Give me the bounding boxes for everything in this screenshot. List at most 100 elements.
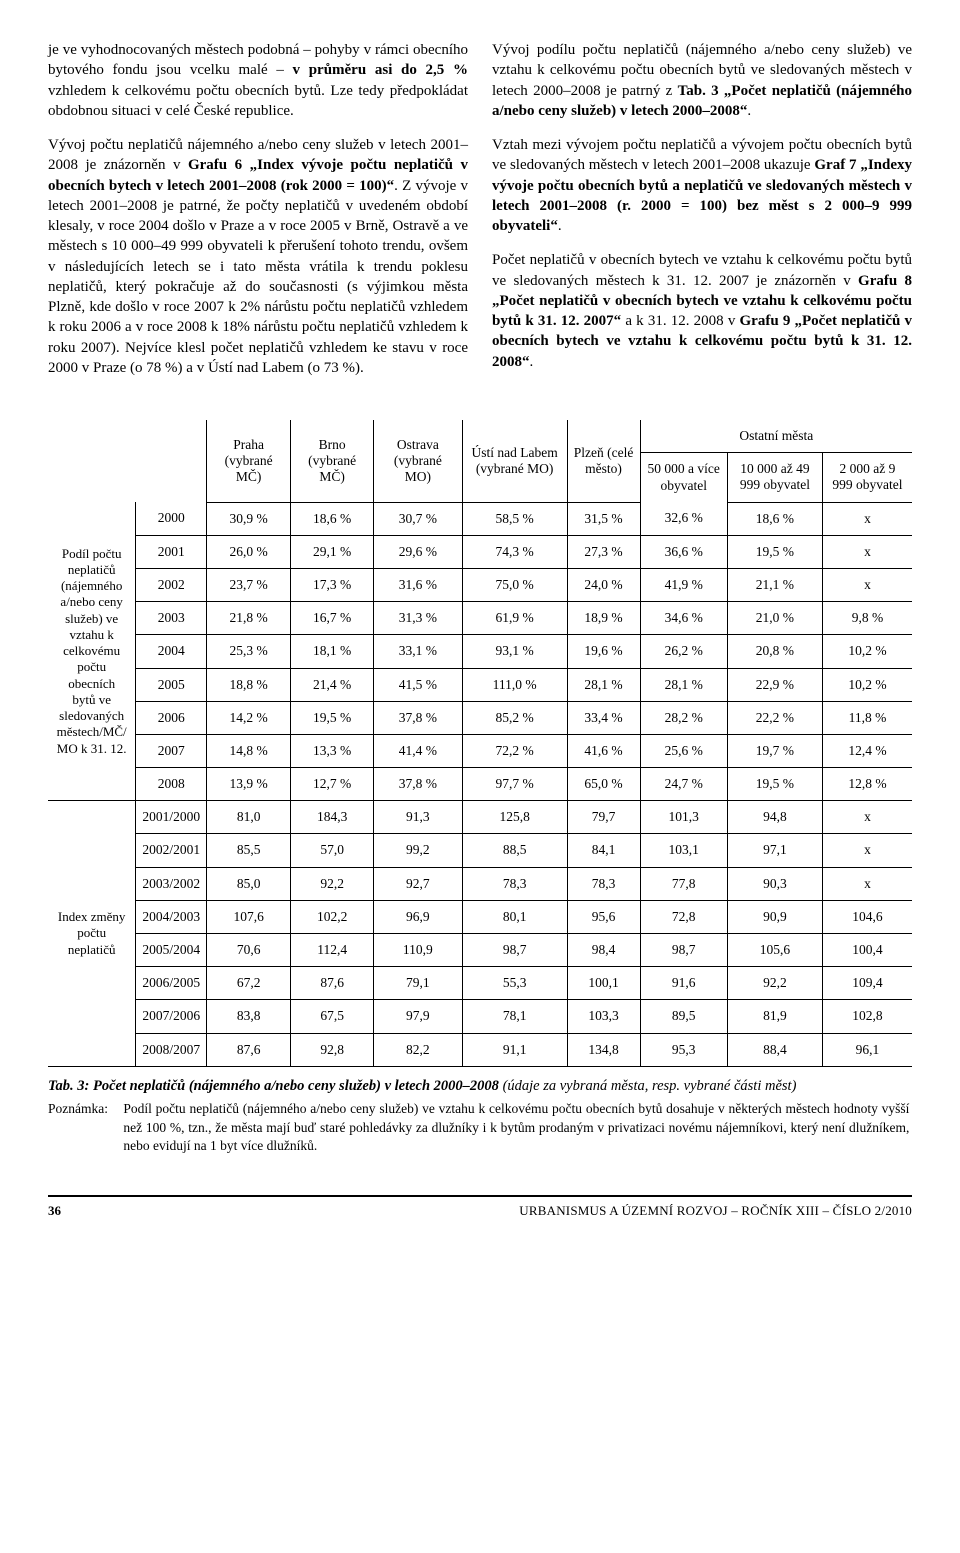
table-cell: 100,1 (567, 967, 640, 1000)
th-g1: 50 000 a více obyvatel (640, 453, 727, 502)
table-cell: 11,8 % (822, 701, 912, 734)
table-row: 200126,0 %29,1 %29,6 %74,3 %27,3 %36,6 %… (48, 535, 912, 568)
caption-title: Tab. 3: Počet neplatičů (nájemného a/neb… (48, 1078, 503, 1094)
table-cell: 98,7 (640, 934, 727, 967)
table-cell: 110,9 (374, 934, 463, 967)
table-year: 2004/2003 (136, 900, 207, 933)
table-cell: 30,9 % (207, 502, 291, 535)
table-year: 2005/2004 (136, 934, 207, 967)
table-cell: 81,9 (727, 1000, 822, 1033)
page-footer: 36 URBANISMUS A ÚZEMNÍ ROZVOJ – ROČNÍK X… (48, 1195, 912, 1219)
table-cell: 78,3 (462, 867, 567, 900)
table-year: 2001/2000 (136, 801, 207, 834)
table-cell: 79,1 (374, 967, 463, 1000)
table-cell: 21,1 % (727, 568, 822, 601)
table-cell: 72,2 % (462, 734, 567, 767)
table-cell: x (822, 568, 912, 601)
table-cell: 12,8 % (822, 768, 912, 801)
table-cell: 19,5 % (727, 768, 822, 801)
table-year: 2003 (136, 602, 207, 635)
table-cell: 85,5 (207, 834, 291, 867)
table-cell: 26,0 % (207, 535, 291, 568)
table-cell: 67,5 (291, 1000, 374, 1033)
table-cell: 36,6 % (640, 535, 727, 568)
table-cell: 31,3 % (374, 602, 463, 635)
table-cell: 41,4 % (374, 734, 463, 767)
table-cell: 24,7 % (640, 768, 727, 801)
table-row: 200614,2 %19,5 %37,8 %85,2 %33,4 %28,2 %… (48, 701, 912, 734)
table-cell: 33,1 % (374, 635, 463, 668)
table-cell: 21,4 % (291, 668, 374, 701)
table-cell: 80,1 (462, 900, 567, 933)
table-cell: 22,9 % (727, 668, 822, 701)
th-blank (48, 420, 207, 502)
caption-title2: (údaje za vybraná města, resp. vybrané č… (503, 1078, 797, 1094)
table-cell: 85,0 (207, 867, 291, 900)
table-cell: 18,6 % (727, 502, 822, 535)
table-cell: 78,3 (567, 867, 640, 900)
th-g2: 10 000 až 49 999 obyvatel (727, 453, 822, 502)
table-cell: 58,5 % (462, 502, 567, 535)
table-year: 2002 (136, 568, 207, 601)
table-cell: 14,8 % (207, 734, 291, 767)
data-table: Praha (vybrané MČ) Brno (vybrané MČ) Ost… (48, 420, 912, 1067)
table-row: 2004/2003107,6102,296,980,195,672,890,91… (48, 900, 912, 933)
right-p2: Vztah mezi vývojem počtu neplatičů a výv… (492, 135, 912, 236)
text: vzhledem k celkovému počtu obecních bytů… (48, 83, 468, 119)
table-cell: 29,6 % (374, 535, 463, 568)
table-caption: Tab. 3: Počet neplatičů (nájemného a/neb… (48, 1077, 912, 1155)
table-row: 2005/200470,6112,4110,998,798,498,7105,6… (48, 934, 912, 967)
table-year: 2006 (136, 701, 207, 734)
table-cell: 19,7 % (727, 734, 822, 767)
table-cell: 33,4 % (567, 701, 640, 734)
text: . Z vývoje v letech 2001–2008 je patrné,… (48, 178, 468, 376)
table-cell: 97,7 % (462, 768, 567, 801)
table-cell: 102,2 (291, 900, 374, 933)
table-cell: 91,1 (462, 1033, 567, 1066)
table-cell: 24,0 % (567, 568, 640, 601)
table-cell: 18,1 % (291, 635, 374, 668)
page-number: 36 (48, 1203, 84, 1219)
table-cell: 101,3 (640, 801, 727, 834)
table-cell: x (822, 502, 912, 535)
note-label: Poznámka: (48, 1100, 120, 1118)
table-cell: 90,9 (727, 900, 822, 933)
table-cell: 95,3 (640, 1033, 727, 1066)
table-cell: 30,7 % (374, 502, 463, 535)
table-year: 2006/2005 (136, 967, 207, 1000)
table-cell: 37,8 % (374, 701, 463, 734)
table-cell: 22,2 % (727, 701, 822, 734)
table-cell: 97,1 (727, 834, 822, 867)
table-cell: 21,0 % (727, 602, 822, 635)
table-cell: 78,1 (462, 1000, 567, 1033)
th-brno: Brno (vybrané MČ) (291, 420, 374, 502)
right-p1: Vývoj podílu počtu neplatičů (nájemného … (492, 40, 912, 121)
table-cell: 18,8 % (207, 668, 291, 701)
table-cell: 92,2 (727, 967, 822, 1000)
table-cell: 10,2 % (822, 668, 912, 701)
table-cell: 25,3 % (207, 635, 291, 668)
table-cell: 99,2 (374, 834, 463, 867)
table-year: 2001 (136, 535, 207, 568)
table-cell: 28,1 % (567, 668, 640, 701)
table-cell: 9,8 % (822, 602, 912, 635)
table-cell: 13,3 % (291, 734, 374, 767)
table-cell: 61,9 % (462, 602, 567, 635)
table-cell: 17,3 % (291, 568, 374, 601)
table-year: 2008 (136, 768, 207, 801)
table-cell: 28,2 % (640, 701, 727, 734)
th-g3: 2 000 až 9 999 obyvatel (822, 453, 912, 502)
table-cell: 23,7 % (207, 568, 291, 601)
table-cell: 31,5 % (567, 502, 640, 535)
table-year: 2002/2001 (136, 834, 207, 867)
table-cell: 134,8 (567, 1033, 640, 1066)
table-cell: 21,8 % (207, 602, 291, 635)
table-row: 200425,3 %18,1 %33,1 %93,1 %19,6 %26,2 %… (48, 635, 912, 668)
table-cell: x (822, 801, 912, 834)
table-row: 200518,8 %21,4 %41,5 %111,0 %28,1 %28,1 … (48, 668, 912, 701)
table-cell: 57,0 (291, 834, 374, 867)
table-cell: 37,8 % (374, 768, 463, 801)
row-section-label: Index změny počtu neplatičů (48, 801, 136, 1067)
footer-title: URBANISMUS A ÚZEMNÍ ROZVOJ – ROČNÍK XIII… (84, 1203, 912, 1219)
table-row: 200714,8 %13,3 %41,4 %72,2 %41,6 %25,6 %… (48, 734, 912, 767)
